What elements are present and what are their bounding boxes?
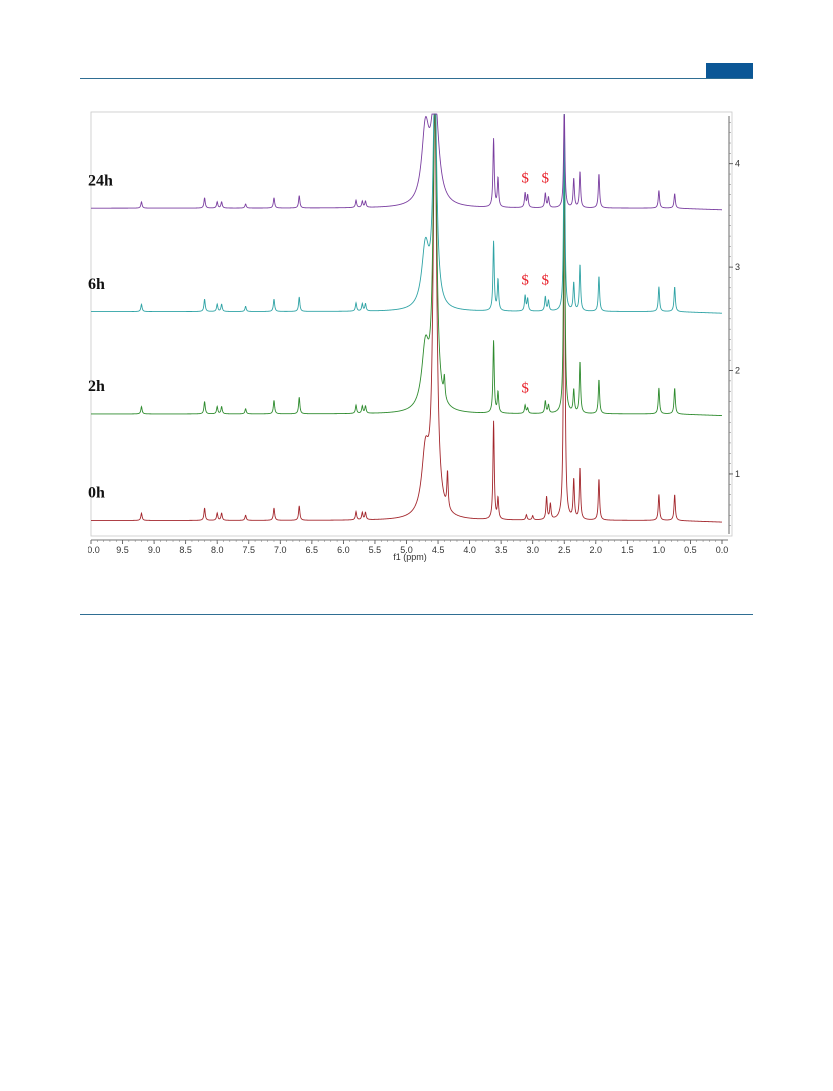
header-rule bbox=[80, 78, 753, 79]
x-tick-label: 6.0 bbox=[337, 545, 350, 555]
x-axis: 10.0 9.5 9.0 8.5 8.0 7.5 7.0 6.5 6.0 5.5 5.0 4.5 4.0… bbox=[82, 539, 729, 555]
x-tick-label: 1.0 bbox=[653, 545, 666, 555]
series-label-0h: 0h bbox=[88, 485, 105, 502]
series-label-2h: 2h bbox=[88, 378, 105, 395]
x-tick-label: 0.5 bbox=[684, 545, 697, 555]
x-tick-label: 3.0 bbox=[526, 545, 539, 555]
x-tick-label: 6.5 bbox=[306, 545, 319, 555]
series-labels: 0h 2h 6h 24h bbox=[88, 172, 113, 501]
x-tick-label: 4.5 bbox=[432, 545, 445, 555]
series-label-24h: 24h bbox=[88, 172, 113, 189]
x-tick-label: 8.5 bbox=[179, 545, 192, 555]
x-tick-label: 8.0 bbox=[211, 545, 224, 555]
spectrum-24h bbox=[91, 113, 723, 211]
x-tick-label: 9.5 bbox=[116, 545, 129, 555]
x-tick-label: 10.0 bbox=[88, 545, 100, 555]
series-layer bbox=[91, 113, 723, 523]
x-tick-label: 4.0 bbox=[463, 545, 476, 555]
annotations: $ $ $ $ $ bbox=[521, 170, 549, 396]
annotation-dollar: $ bbox=[542, 273, 550, 289]
x-axis-label: f1 (ppm) bbox=[393, 552, 427, 562]
x-tick-label: 2.5 bbox=[558, 545, 571, 555]
x-tick-label: 7.5 bbox=[243, 545, 256, 555]
right-tick-label: 4 bbox=[735, 159, 740, 169]
right-tick-label: 3 bbox=[735, 262, 740, 272]
x-tick-label: 2.0 bbox=[590, 545, 603, 555]
x-tick-label: 9.0 bbox=[148, 545, 161, 555]
spectrum-0h bbox=[91, 113, 723, 523]
annotation-dollar: $ bbox=[521, 273, 529, 289]
annotation-dollar: $ bbox=[521, 380, 529, 396]
x-tick-label: 5.5 bbox=[369, 545, 382, 555]
right-tick-label: 2 bbox=[735, 366, 740, 376]
annotation-dollar: $ bbox=[542, 170, 550, 186]
x-tick-label: 7.0 bbox=[274, 545, 287, 555]
right-axis: 1 2 3 4 bbox=[728, 116, 740, 534]
x-tick-label: 0.0 bbox=[716, 545, 729, 555]
annotation-dollar: $ bbox=[521, 170, 529, 186]
spectrum-2h bbox=[91, 113, 723, 417]
series-label-6h: 6h bbox=[88, 276, 105, 293]
x-tick-label: 3.5 bbox=[495, 545, 508, 555]
spectrum-6h bbox=[91, 113, 723, 314]
x-tick-label: 1.5 bbox=[621, 545, 634, 555]
header-badge bbox=[706, 63, 753, 78]
plot-frame bbox=[90, 111, 733, 537]
right-tick-label: 1 bbox=[735, 469, 740, 479]
x-tick-label: 5.0 bbox=[400, 545, 413, 555]
footer-rule bbox=[80, 614, 753, 615]
